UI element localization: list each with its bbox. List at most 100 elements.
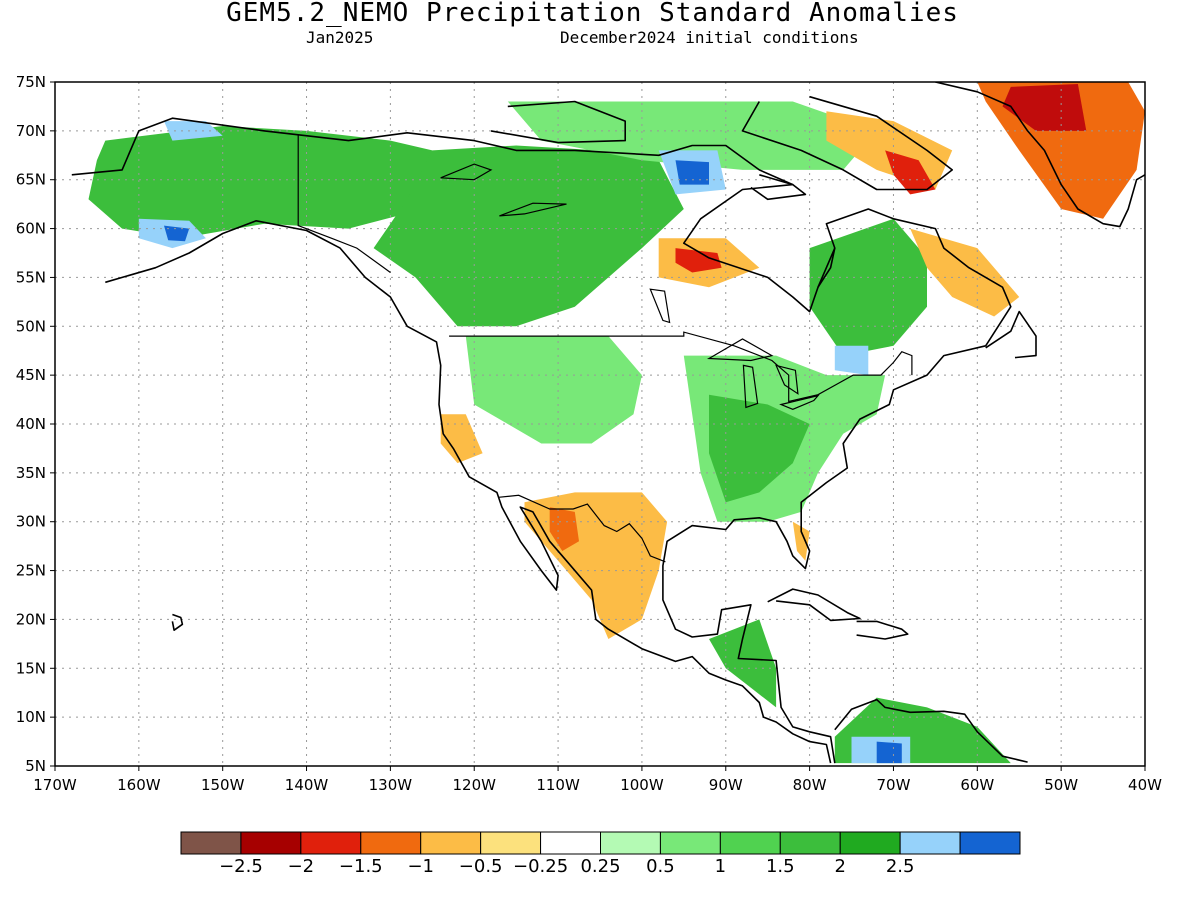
pacific-coast: [105, 220, 832, 764]
colorbar-swatch: [360, 831, 422, 855]
california-dry: [440, 414, 483, 464]
cuba: [767, 588, 861, 622]
quebec-wet: [809, 218, 927, 356]
alaska-canada-border: [297, 134, 391, 273]
colorbar-swatch: [300, 831, 362, 855]
colorbar-label: 0.25: [580, 856, 620, 877]
chart-title: GEM5.2_NEMO Precipitation Standard Anoma…: [226, 0, 959, 28]
alaska-yukon-wet: [88, 126, 433, 239]
florida-dry: [792, 521, 810, 561]
lat-label: 70N: [16, 122, 46, 140]
alaska-south-wettest: [164, 225, 190, 242]
lon-label: 130W: [369, 776, 413, 794]
colorbar-swatch: [240, 831, 302, 855]
lat-label: 55N: [16, 268, 46, 286]
lat-label: 65N: [16, 171, 46, 189]
lon-label: 110W: [536, 776, 580, 794]
colorbar-label: −2: [288, 856, 315, 877]
lat-label: 50N: [16, 317, 46, 335]
lon-label: 50W: [1044, 776, 1078, 794]
colorbar: [180, 831, 1021, 855]
colorbar-swatch: [480, 831, 542, 855]
hawaii: [171, 613, 184, 632]
colorbar-labels: −2.5 −2 −1.5 −1 −0.5 −0.25 0.25 0.5 1 1.5 2 2.5: [219, 856, 914, 877]
colorbar-label: −2.5: [219, 856, 263, 877]
lat-label: 10N: [16, 708, 46, 726]
lon-label: 40W: [1128, 776, 1162, 794]
colorbar-label: −0.25: [513, 856, 568, 877]
lat-label: 5N: [25, 757, 46, 775]
lake-superior: [706, 338, 774, 362]
lon-label: 150W: [201, 776, 245, 794]
lon-label: 160W: [117, 776, 161, 794]
lon-label: 170W: [33, 776, 77, 794]
lake-huron: [775, 364, 799, 395]
lon-label: 90W: [709, 776, 743, 794]
latitude-labels: 75N 70N 65N 60N 55N 50N 45N 40N 35N 30N 25N 20N 15N 1…: [16, 73, 55, 775]
lon-label: 100W: [620, 776, 664, 794]
hudson-bay-dry-core: [675, 248, 722, 273]
lat-label: 60N: [16, 220, 46, 238]
anomaly-shading: [88, 82, 1145, 764]
caribbean-wettest: [876, 741, 902, 764]
lat-label: 30N: [16, 513, 46, 531]
south-america-coast: [834, 698, 1028, 763]
north-america-coast: [71, 117, 1012, 764]
colorbar-label: −1.5: [339, 856, 383, 877]
colorbar-label: 2.5: [886, 856, 915, 877]
colorbar-swatch: [540, 831, 601, 855]
colorbar-swatch: [779, 831, 841, 855]
great-bear-lake: [440, 163, 493, 181]
us-mexico-border: [498, 494, 666, 563]
western-us-wet: [465, 336, 642, 444]
hudson-bay-east: [817, 247, 836, 288]
baffin-island: [741, 95, 954, 191]
great-slave-lake: [499, 202, 567, 217]
lat-label: 15N: [16, 659, 46, 677]
colorbar-swatch: [420, 831, 482, 855]
colorbar-label: −0.5: [459, 856, 503, 877]
colorbar-swatch: [180, 831, 242, 855]
longitude-labels: 170W 160W 150W 140W 130W 120W 110W 100W 90W 80W 70…: [33, 766, 1162, 794]
lon-label: 120W: [452, 776, 496, 794]
lake-michigan: [742, 364, 759, 409]
lat-label: 20N: [16, 610, 46, 628]
lat-label: 35N: [16, 464, 46, 482]
colorbar-swatch: [659, 831, 721, 855]
colorbar-swatch: [959, 831, 1021, 855]
baffin-dry-core: [885, 150, 936, 195]
us-canada-border: [449, 331, 913, 403]
colorbar-label: 1.5: [766, 856, 795, 877]
quebec-wetter: [834, 345, 869, 376]
victoria-island: [490, 100, 627, 144]
lat-label: 45N: [16, 366, 46, 384]
colorbar-swatch: [600, 831, 661, 855]
hispaniola: [856, 620, 909, 640]
lon-label: 70W: [877, 776, 911, 794]
greenland-coast: [935, 82, 1145, 228]
forecast-month: Jan2025: [306, 28, 374, 47]
lake-erie: [779, 394, 820, 410]
lat-label: 40N: [16, 415, 46, 433]
greenland-dry-core: [1002, 84, 1087, 131]
alaska-north-wetter: [164, 121, 223, 141]
colorbar-label: −1: [407, 856, 434, 877]
central-america-wet: [709, 619, 777, 708]
canada-north-wet: [373, 145, 684, 327]
sonora-dry-core: [549, 507, 579, 551]
colorbar-label: 2: [834, 856, 845, 877]
lat-lon-grid: [55, 82, 1145, 766]
colorbar-swatch: [839, 831, 901, 855]
lon-label: 80W: [793, 776, 827, 794]
lat-label: 75N: [16, 73, 46, 91]
lat-label: 25N: [16, 562, 46, 580]
lon-label: 140W: [285, 776, 329, 794]
arctic-islands-wet: [507, 101, 877, 170]
colorbar-swatch: [719, 831, 781, 855]
nunavut-wettest: [675, 160, 709, 185]
colorbar-label: 0.5: [646, 856, 675, 877]
southampton-island: [750, 174, 807, 201]
baffin-dry: [826, 111, 953, 190]
lon-label: 60W: [960, 776, 994, 794]
